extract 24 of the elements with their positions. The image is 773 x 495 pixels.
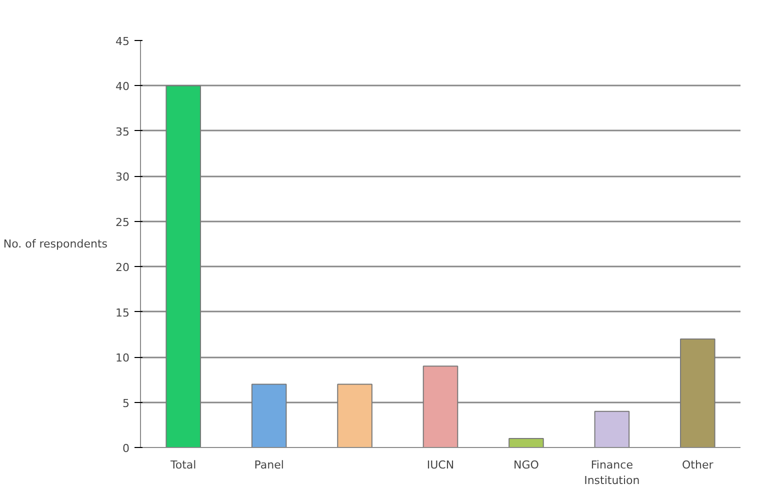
x-tick-label: IUCN: [426, 458, 454, 472]
x-tick-label: Total: [170, 458, 196, 472]
y-tick-label: 35: [116, 125, 130, 138]
x-tick-label: Finance Institution: [584, 458, 640, 488]
y-tick-label: 10: [116, 352, 130, 365]
y-tick-label: 45: [116, 35, 130, 48]
y-tick-label: 0: [122, 442, 130, 455]
bar: [337, 384, 372, 448]
x-tick-label: NGO: [514, 458, 540, 472]
x-tick-label: Other: [682, 458, 714, 472]
bar: [680, 338, 716, 448]
y-tick-label: 25: [116, 216, 130, 229]
bar: [508, 438, 544, 448]
y-tick-label: 5: [122, 396, 130, 410]
bar: [166, 85, 201, 448]
x-tick-label: Panel: [254, 458, 284, 472]
bar: [422, 366, 458, 448]
bar: [594, 410, 630, 448]
y-axis-title: No. of respondents: [3, 238, 108, 250]
y-tick-label: 40: [116, 80, 130, 94]
bar: [251, 384, 287, 448]
y-tick-label: 30: [116, 170, 130, 184]
y-tick-label: 15: [116, 306, 130, 320]
y-tick-label: 20: [116, 261, 130, 274]
